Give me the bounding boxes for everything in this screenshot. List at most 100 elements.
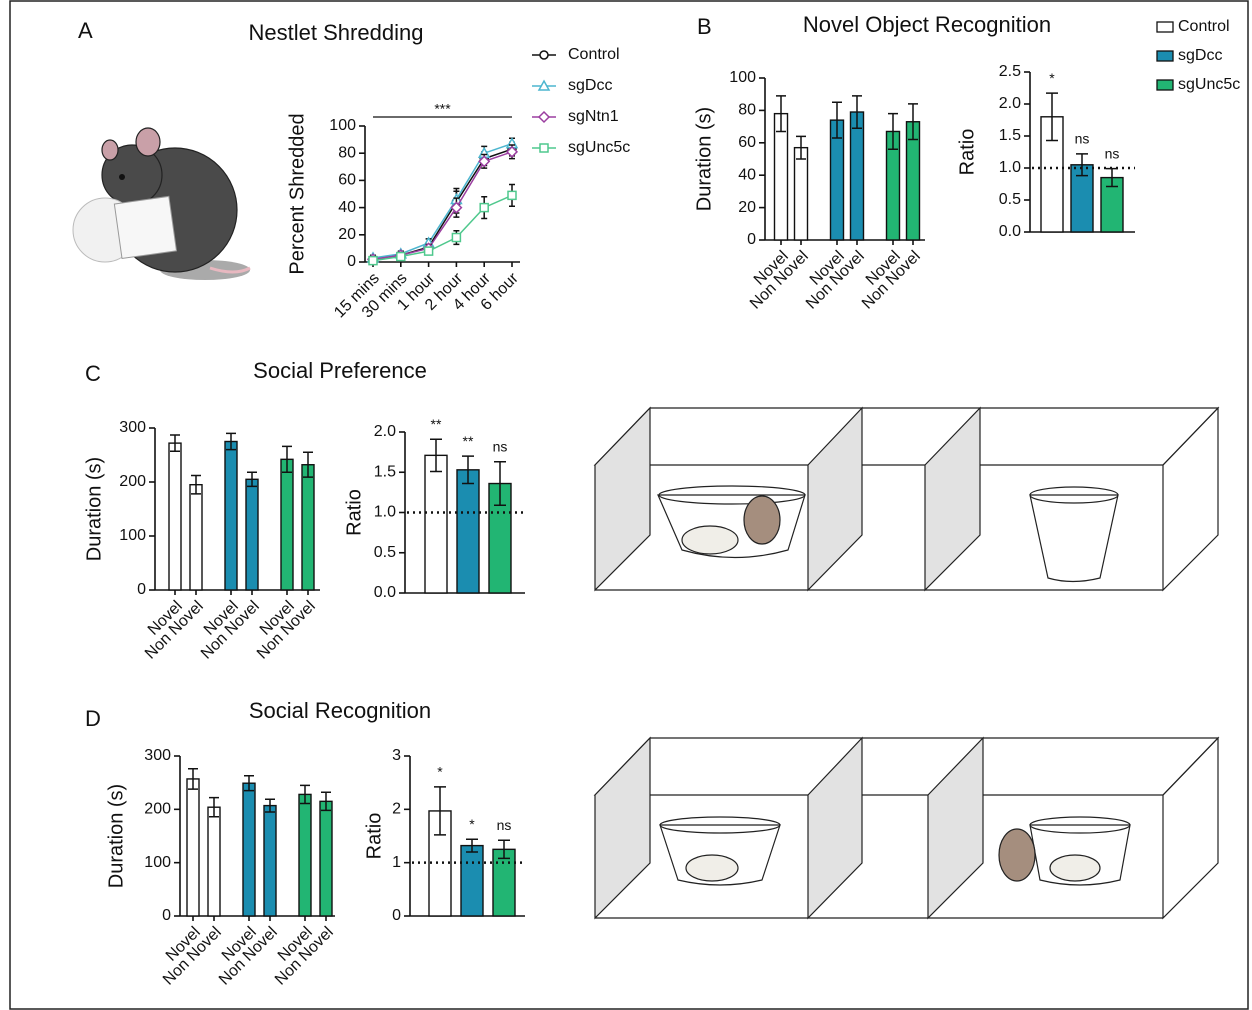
legend-swatch <box>1157 80 1173 90</box>
mouse <box>1050 855 1100 881</box>
y-axis-label: Percent Shredded <box>286 113 308 274</box>
y-tick-label: 1.5 <box>999 127 1021 144</box>
point <box>508 191 516 199</box>
mouse <box>744 496 780 544</box>
y-axis-label: Ratio <box>363 813 385 860</box>
significance-label: ns <box>497 817 512 833</box>
bar <box>461 846 483 916</box>
box-top <box>595 738 1218 795</box>
bar <box>243 783 255 916</box>
y-tick-label: 2.0 <box>374 423 396 440</box>
y-tick-label: 200 <box>119 473 146 490</box>
bar <box>320 801 332 916</box>
significance-label: ** <box>431 416 442 432</box>
y-axis-label: Duration (s) <box>105 784 127 888</box>
y-tick-label: 0.0 <box>374 584 396 601</box>
point <box>425 247 433 255</box>
y-tick-label: 0 <box>137 581 146 598</box>
mouse <box>682 526 738 554</box>
bar <box>225 442 237 591</box>
bar <box>457 470 479 593</box>
legend-label: sgUnc5c <box>568 139 630 156</box>
point <box>369 257 377 265</box>
bar <box>246 479 258 590</box>
y-tick-label: 0.5 <box>374 544 396 561</box>
legend-label: sgNtn1 <box>568 108 619 125</box>
mouse-ear <box>136 128 160 156</box>
y-tick-label: 1.0 <box>374 504 396 521</box>
bar <box>775 114 788 240</box>
point <box>397 253 405 261</box>
panel-label: C <box>85 361 101 386</box>
significance-label: * <box>437 764 443 780</box>
y-tick-label: 100 <box>729 69 756 86</box>
y-tick-label: 100 <box>119 527 146 544</box>
bar <box>425 455 447 593</box>
y-tick-label: 40 <box>338 199 356 216</box>
y-tick-label: 1.0 <box>999 159 1021 176</box>
bar <box>795 148 808 240</box>
chart-title: Novel Object Recognition <box>803 12 1051 37</box>
chart-title: Nestlet Shredding <box>249 20 424 45</box>
significance-label: ns <box>1075 131 1090 147</box>
mouse <box>686 855 738 881</box>
significance-label: ns <box>493 438 508 454</box>
y-tick-label: 100 <box>144 854 171 871</box>
panel-label: D <box>85 706 101 731</box>
bar <box>190 485 202 590</box>
y-tick-label: 0.0 <box>999 223 1021 240</box>
point <box>480 204 488 212</box>
nestlet <box>114 196 176 258</box>
legend-marker <box>540 51 548 59</box>
y-tick-label: 1.5 <box>374 463 396 480</box>
legend-label: sgUnc5c <box>1178 76 1240 93</box>
significance-label: * <box>469 816 475 832</box>
y-tick-label: 0.5 <box>999 191 1021 208</box>
point <box>452 234 460 242</box>
legend-label: sgDcc <box>1178 47 1222 64</box>
y-tick-label: 20 <box>738 199 756 216</box>
y-tick-label: 60 <box>338 172 356 189</box>
y-tick-label: 2.0 <box>999 95 1021 112</box>
y-tick-label: 100 <box>329 117 356 134</box>
y-tick-label: 200 <box>144 801 171 818</box>
y-tick-label: 0 <box>392 907 401 924</box>
y-tick-label: 1 <box>392 854 401 871</box>
y-axis-label: Ratio <box>343 489 365 536</box>
y-tick-label: 0 <box>347 253 356 270</box>
panel-label: B <box>697 14 712 39</box>
bar <box>264 806 276 916</box>
y-tick-label: 300 <box>119 419 146 436</box>
box-top <box>595 408 1218 465</box>
bar <box>169 443 181 590</box>
bar <box>299 794 311 916</box>
bar <box>208 807 220 916</box>
y-tick-label: 2.5 <box>999 63 1021 80</box>
legend-swatch <box>1157 51 1173 61</box>
y-axis-label: Duration (s) <box>693 107 715 211</box>
y-axis-label: Ratio <box>956 129 978 176</box>
significance-label: * <box>1049 70 1055 86</box>
significance-label: ** <box>463 433 474 449</box>
legend-marker <box>540 144 548 152</box>
y-tick-label: 80 <box>338 144 356 161</box>
bar <box>187 779 199 916</box>
figure: Nestlet ShreddingAPercent Shredded020406… <box>0 0 1252 1010</box>
y-tick-label: 20 <box>338 226 356 243</box>
y-tick-label: 40 <box>738 166 756 183</box>
chart-title: Social Preference <box>253 358 427 383</box>
mouse-ear <box>102 140 118 160</box>
significance-label: *** <box>434 101 451 117</box>
legend-label: sgDcc <box>568 77 612 94</box>
bar <box>851 112 864 240</box>
legend-swatch <box>1157 22 1173 32</box>
bar <box>302 465 314 590</box>
y-tick-label: 0 <box>747 231 756 248</box>
panel-label: A <box>78 18 93 43</box>
y-tick-label: 0 <box>162 907 171 924</box>
y-tick-label: 2 <box>392 801 401 818</box>
mouse-eye <box>119 174 125 180</box>
y-axis-label: Duration (s) <box>83 457 105 561</box>
y-tick-label: 3 <box>392 747 401 764</box>
bar <box>281 459 293 590</box>
